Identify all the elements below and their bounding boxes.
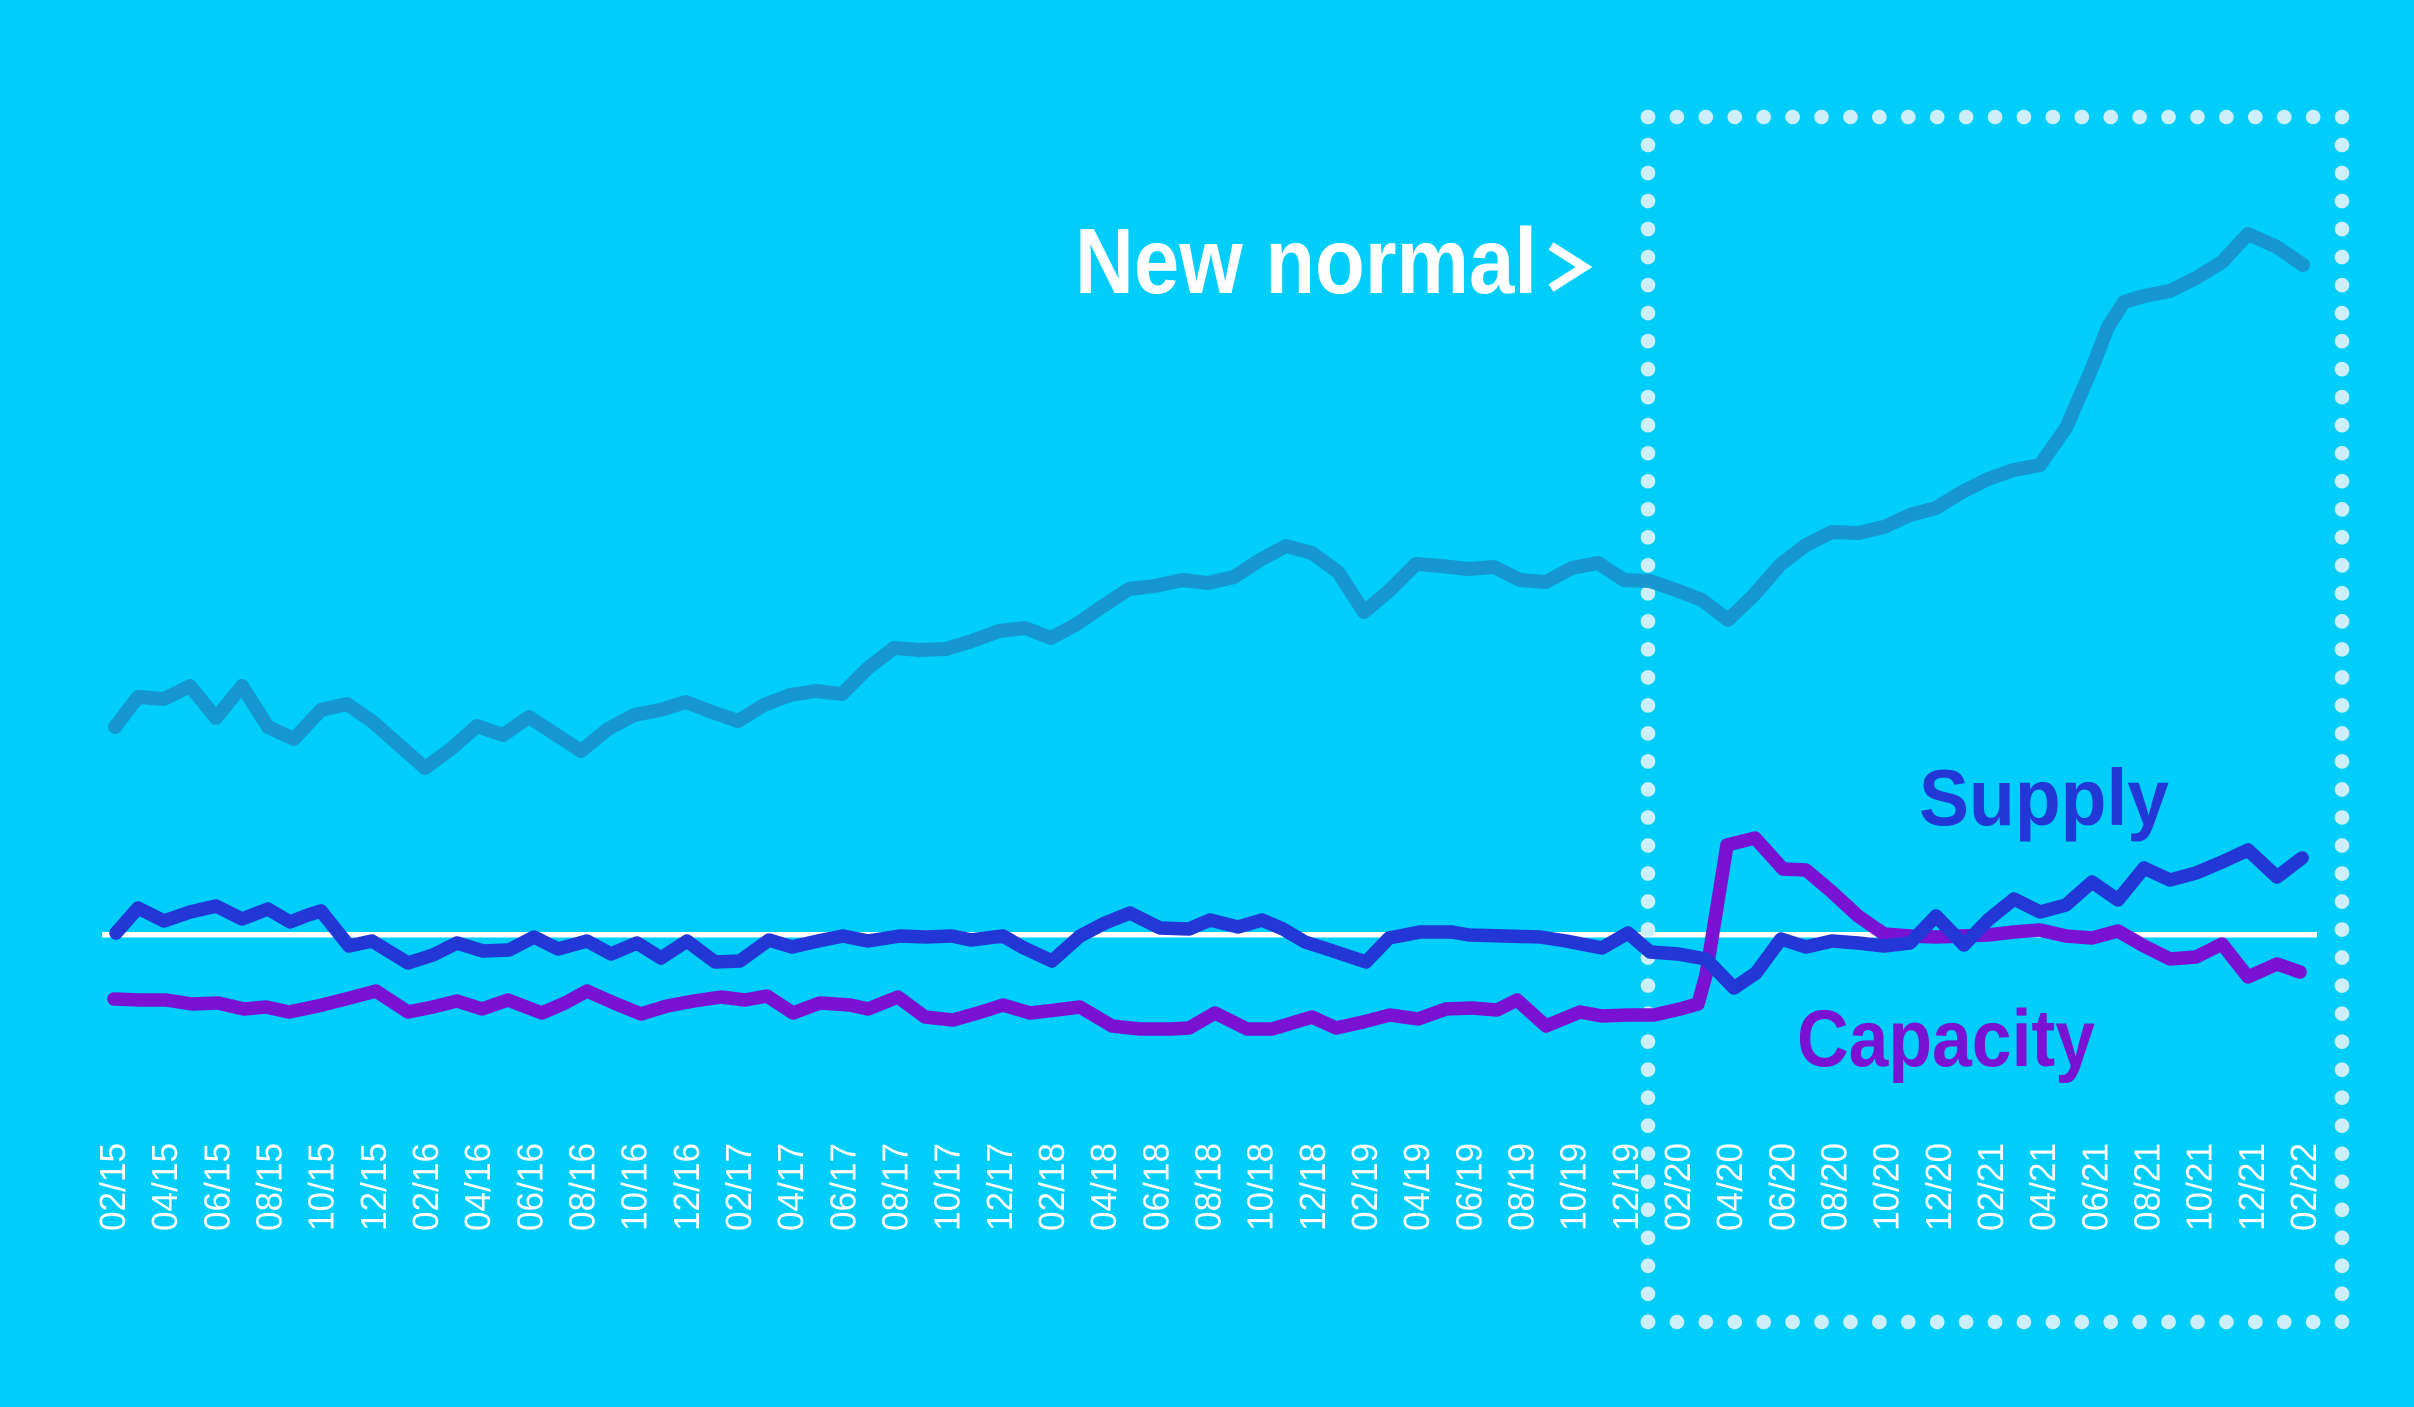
svg-text:Capacity: Capacity [1797, 994, 2095, 1084]
svg-text:08/21: 08/21 [2127, 1143, 2168, 1231]
svg-text:04/20: 04/20 [1709, 1143, 1750, 1231]
svg-text:12/21: 12/21 [2231, 1143, 2272, 1231]
svg-text:06/20: 06/20 [1761, 1143, 1802, 1231]
svg-text:02/17: 02/17 [718, 1143, 759, 1231]
svg-text:06/21: 06/21 [2074, 1143, 2115, 1231]
svg-text:02/20: 02/20 [1657, 1143, 1698, 1231]
svg-text:04/15: 04/15 [144, 1143, 185, 1231]
svg-text:06/15: 06/15 [196, 1143, 237, 1231]
svg-text:08/15: 08/15 [249, 1143, 290, 1231]
svg-text:04/16: 04/16 [457, 1143, 498, 1231]
svg-text:12/15: 12/15 [353, 1143, 394, 1231]
svg-text:06/19: 06/19 [1448, 1143, 1489, 1231]
svg-text:04/21: 04/21 [2022, 1143, 2063, 1231]
svg-text:06/18: 06/18 [1135, 1143, 1176, 1231]
svg-text:12/20: 12/20 [1918, 1143, 1959, 1231]
svg-text:02/16: 02/16 [405, 1143, 446, 1231]
svg-text:02/22: 02/22 [2283, 1143, 2324, 1231]
svg-text:Supply: Supply [1919, 753, 2169, 842]
svg-text:10/20: 10/20 [1866, 1143, 1907, 1231]
svg-text:New normal: New normal [1075, 209, 1537, 313]
svg-text:06/17: 06/17 [822, 1143, 863, 1231]
svg-text:04/18: 04/18 [1083, 1143, 1124, 1231]
svg-text:08/17: 08/17 [875, 1143, 916, 1231]
svg-text:12/19: 12/19 [1605, 1143, 1646, 1231]
svg-text:02/18: 02/18 [1031, 1143, 1072, 1231]
svg-text:10/19: 10/19 [1553, 1143, 1594, 1231]
svg-text:02/15: 02/15 [92, 1143, 133, 1231]
svg-text:12/16: 12/16 [666, 1143, 707, 1231]
svg-text:10/15: 10/15 [301, 1143, 342, 1231]
svg-text:12/18: 12/18 [1292, 1143, 1333, 1231]
svg-text:08/20: 08/20 [1814, 1143, 1855, 1231]
svg-text:08/19: 08/19 [1501, 1143, 1542, 1231]
svg-text:12/17: 12/17 [979, 1143, 1020, 1231]
svg-text:04/19: 04/19 [1396, 1143, 1437, 1231]
svg-text:08/16: 08/16 [562, 1143, 603, 1231]
svg-text:10/21: 10/21 [2179, 1143, 2220, 1231]
svg-text:02/21: 02/21 [1970, 1143, 2011, 1231]
svg-text:06/16: 06/16 [509, 1143, 550, 1231]
svg-text:02/19: 02/19 [1344, 1143, 1385, 1231]
svg-text:10/17: 10/17 [927, 1143, 968, 1231]
svg-text:10/16: 10/16 [614, 1143, 655, 1231]
svg-text:08/18: 08/18 [1188, 1143, 1229, 1231]
svg-text:10/18: 10/18 [1240, 1143, 1281, 1231]
svg-text:04/17: 04/17 [770, 1143, 811, 1231]
